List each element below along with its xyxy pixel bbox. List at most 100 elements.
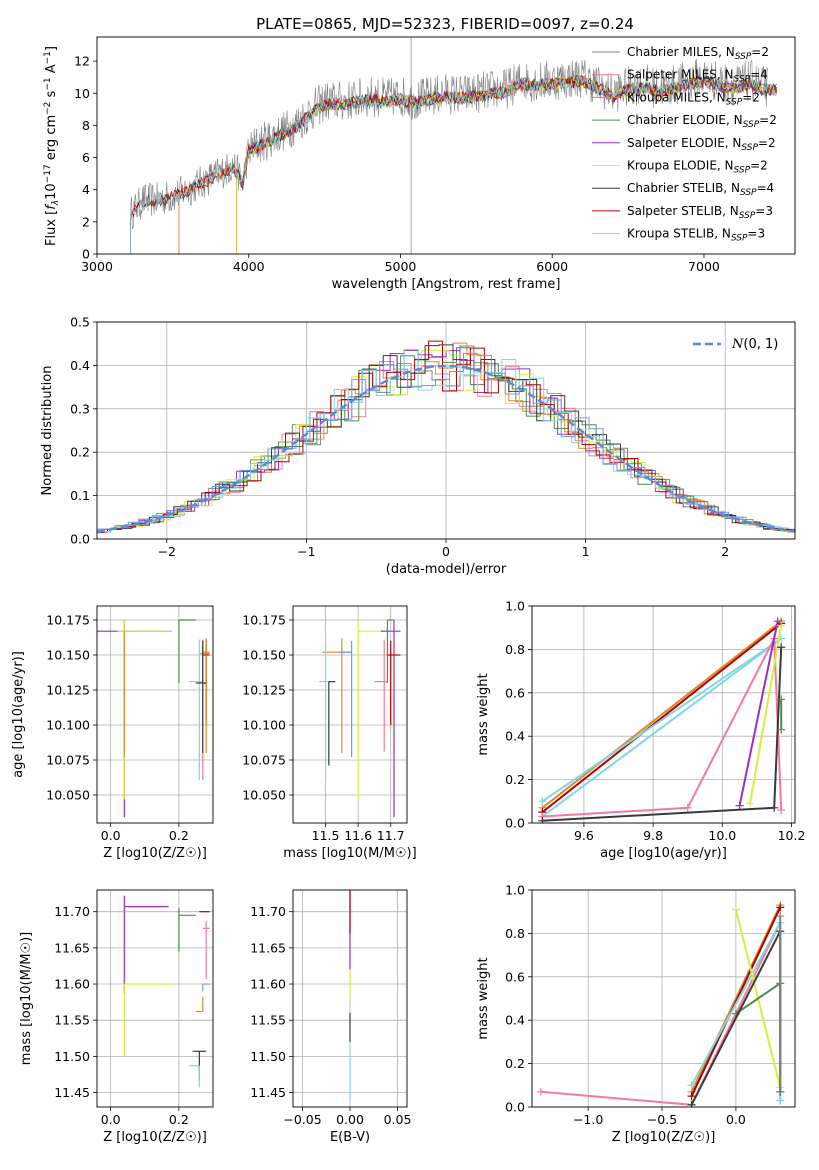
axes-frame <box>96 889 214 1108</box>
y-tick-label: 10.050 <box>242 788 286 803</box>
y-tick-label: 0.2 <box>505 772 525 787</box>
panel-mass_vs_ebv: −0.05 0.00 0.05 11.45 11.50 11.55 11.60 11.65 11… <box>250 889 411 1145</box>
mass-weight-line <box>749 625 783 804</box>
x-tick-label: 0.2 <box>169 1112 189 1127</box>
y-tick-label: 0.0 <box>505 1100 525 1115</box>
x-tick-label: −0.5 <box>647 1112 677 1127</box>
data-layer-spectrum <box>130 37 778 254</box>
mass-weight-marker <box>687 1100 696 1107</box>
y-tick-label: 0.2 <box>505 1056 525 1071</box>
legend-label: Salpeter STELIB, NSSP=3 <box>627 204 773 221</box>
data-layer-mass_vs_Z <box>123 895 210 1088</box>
mass-weight-marker <box>776 903 785 912</box>
figure-title: PLATE=0865, MJD=52323, FIBERID=0097, z=0… <box>256 15 634 33</box>
mass-weight-marker <box>683 803 692 812</box>
residual-histogram <box>97 340 795 533</box>
axes-frame <box>96 605 214 824</box>
x-tick-label: −1.0 <box>573 1112 603 1127</box>
mass-weight-marker <box>777 725 786 734</box>
y-axis-label-weight_vs_age: mass weight <box>476 673 491 755</box>
y-tick-label: 11.45 <box>54 1085 90 1100</box>
x-tick-label: 5000 <box>385 259 417 274</box>
x-tick-label: 11.6 <box>344 828 372 843</box>
x-tick-label: 0.2 <box>169 828 189 843</box>
y-tick-label: 10.150 <box>242 648 286 663</box>
y-axis-label-spectrum: Flux [fλ10−17 erg cm−2 s−1 A−1] <box>43 46 61 246</box>
legend-label: Kroupa MILES, NSSP=2 <box>627 90 760 107</box>
x-tick-label: 0.0 <box>726 1112 746 1127</box>
mass-weight-marker <box>731 905 740 914</box>
y-tick-label: 1.0 <box>505 599 525 614</box>
y-tick-label: 11.55 <box>250 1013 286 1028</box>
x-tick-label: 9.6 <box>574 828 594 843</box>
y-tick-label: 11.65 <box>250 940 286 955</box>
mass-weight-marker <box>687 1092 696 1101</box>
panel-spectrum: 3000 4000 5000 6000 7000 0 2 4 6 8 10 12 Chabrier MI… <box>43 36 796 292</box>
axes-frame <box>292 605 408 824</box>
x-tick-label: 6000 <box>536 259 568 274</box>
y-tick-label: 10 <box>74 86 90 101</box>
y-tick-label: 10.050 <box>46 788 90 803</box>
panel-age_vs_Z: 0.0 0.2 10.050 10.075 10.100 10.125 10.150 10.1… <box>11 605 214 861</box>
y-tick-label: 11.60 <box>250 977 286 992</box>
x-tick-label: 0.0 <box>101 828 121 843</box>
mass-weight-marker <box>538 797 547 806</box>
y-tick-label: 10.100 <box>242 718 286 733</box>
x-tick-label: 0.00 <box>336 1112 364 1127</box>
y-tick-label: 11.60 <box>54 977 90 992</box>
x-axis-label-weight_vs_Z: Z [log10(Z/Z☉)] <box>612 1130 716 1145</box>
x-tick-label: 2 <box>721 544 729 559</box>
legend-label: Kroupa ELODIE, NSSP=2 <box>627 159 768 176</box>
axes-frame <box>292 889 408 1108</box>
y-tick-label: 11.70 <box>250 904 286 919</box>
x-axis-label-spectrum: wavelength [Angstrom, rest frame] <box>332 277 561 292</box>
y-axis-label-residuals: Normed distribution <box>40 366 55 496</box>
y-tick-label: 0.4 <box>70 358 90 373</box>
x-tick-label: 0.0 <box>101 1112 121 1127</box>
x-tick-label: −0.05 <box>283 1112 321 1127</box>
y-tick-label: 0.1 <box>70 488 90 503</box>
y-tick-label: 11.70 <box>54 904 90 919</box>
y-tick-label: 11.55 <box>54 1013 90 1028</box>
y-tick-label: 1.0 <box>505 883 525 898</box>
panel-age_vs_mass: 11.5 11.6 11.7 10.050 10.075 10.100 10.125 10.1… <box>242 605 417 861</box>
x-tick-label: 1 <box>582 544 590 559</box>
y-tick-label: 4 <box>82 182 90 197</box>
x-axis-label-residuals: (data-model)/error <box>386 562 507 577</box>
x-tick-label: −2 <box>158 544 176 559</box>
mass-weight-marker <box>773 617 782 626</box>
axes-frame <box>531 889 796 1108</box>
y-tick-label: 11.50 <box>250 1049 286 1064</box>
y-tick-label: 0.8 <box>505 926 525 941</box>
x-axis-label-mass_vs_ebv: E(B-V) <box>330 1130 370 1145</box>
legend-label: Kroupa STELIB, NSSP=3 <box>627 227 765 244</box>
y-tick-label: 0.8 <box>505 642 525 657</box>
axes-frame <box>96 321 796 540</box>
y-axis-label-weight_vs_Z: mass weight <box>476 957 491 1039</box>
y-tick-label: 0.2 <box>70 445 90 460</box>
y-tick-label: 10.125 <box>242 683 286 698</box>
mass-weight-marker <box>776 1087 785 1096</box>
mass-weight-line <box>541 622 782 813</box>
y-tick-label: 10.175 <box>46 613 90 628</box>
mass-weight-marker <box>770 803 779 812</box>
plot-area-weight_vs_Z <box>532 889 795 1108</box>
legend-label: Chabrier ELODIE, NSSP=2 <box>627 113 777 130</box>
x-axis-label-weight_vs_age: age [log10(age/yr)] <box>600 846 727 861</box>
y-axis-label-mass_vs_Z: mass [log10(M/M☉)] <box>19 932 34 1065</box>
x-axis-label-age_vs_Z: Z [log10(Z/Z☉)] <box>103 846 207 861</box>
x-tick-label: 0 <box>442 544 450 559</box>
data-layer-weight_vs_Z <box>536 901 785 1107</box>
y-tick-label: 0.5 <box>70 315 90 330</box>
x-axis-label-age_vs_mass: mass [log10(M/M☉)] <box>283 846 416 861</box>
plot-area-weight_vs_age <box>532 605 795 824</box>
plot-area-age_vs_Z <box>97 606 213 823</box>
mass-weight-marker <box>777 695 786 704</box>
x-tick-label: 10.0 <box>708 828 736 843</box>
data-layer-age_vs_Z <box>97 619 210 818</box>
y-tick-label: 8 <box>82 118 90 133</box>
y-tick-label: 10.075 <box>242 753 286 768</box>
y-tick-label: 6 <box>82 150 90 165</box>
data-layer-residuals <box>97 340 795 534</box>
mass-weight-marker <box>536 1087 545 1096</box>
